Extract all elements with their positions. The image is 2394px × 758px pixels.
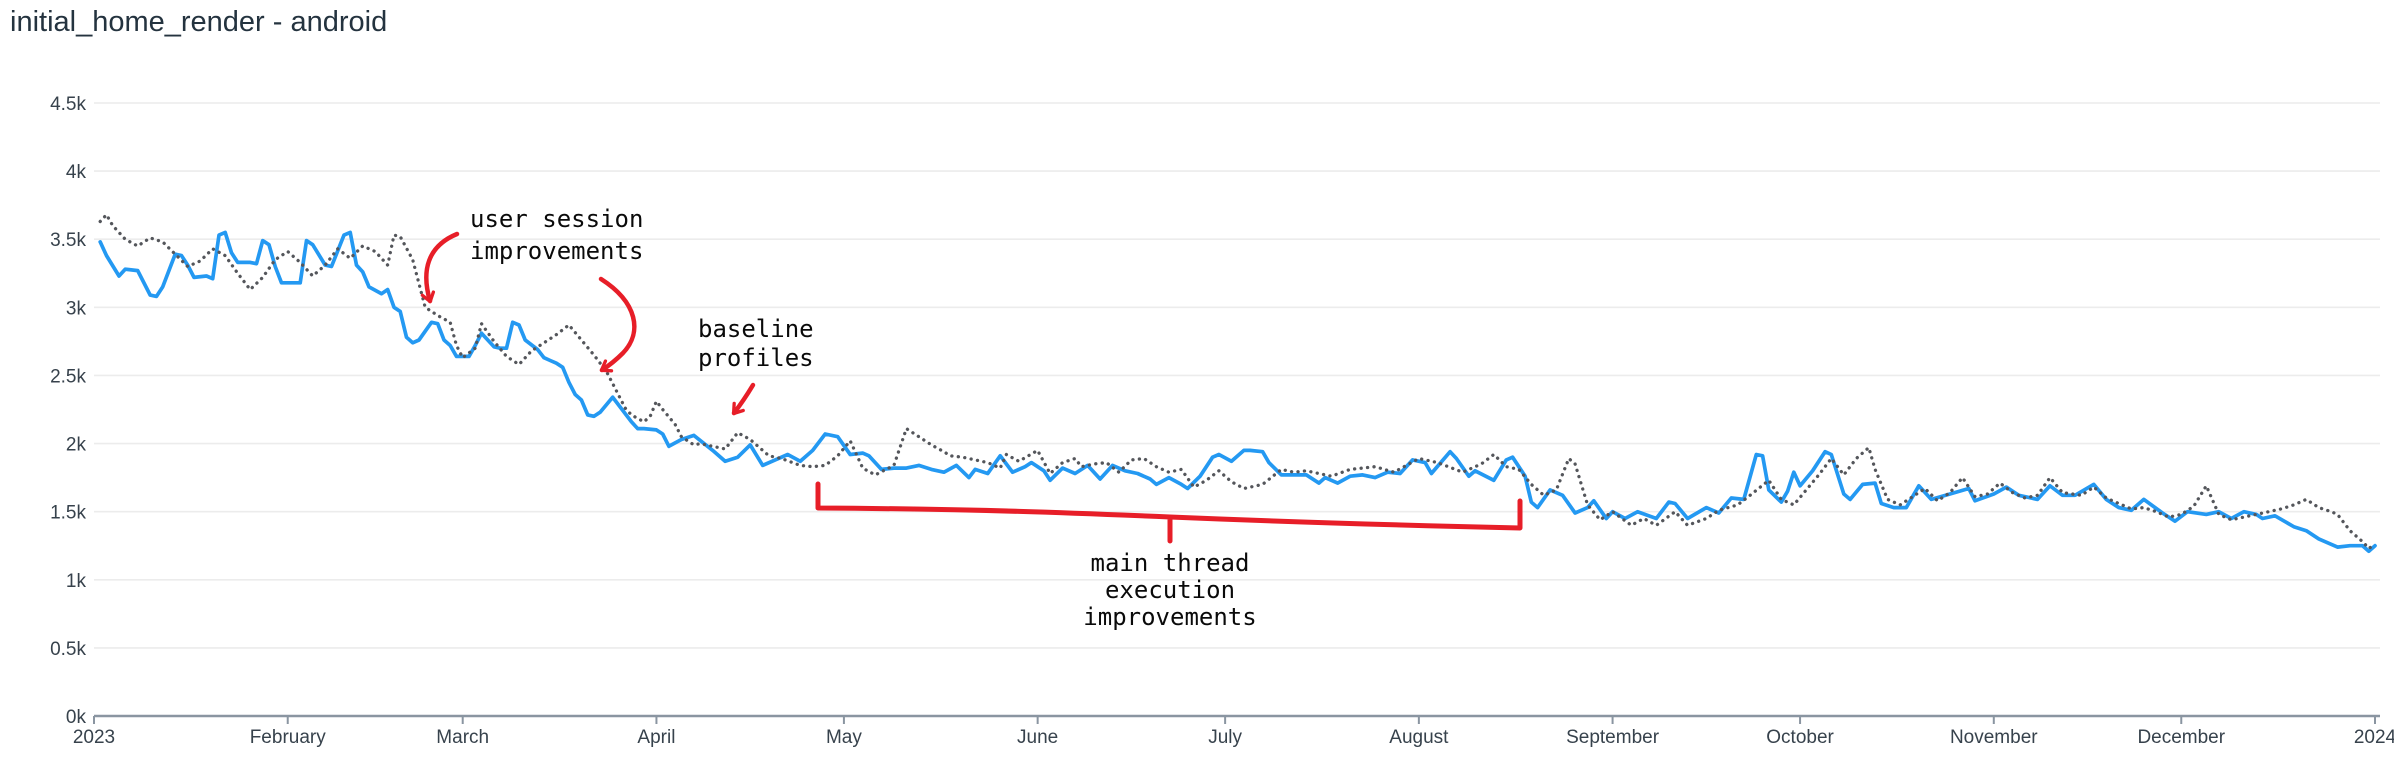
x-tick-label: April bbox=[637, 727, 675, 748]
x-tick-label: 2024 bbox=[2354, 727, 2394, 748]
y-tick-label: 0k bbox=[66, 707, 87, 728]
user-session-improvements-label: user session bbox=[470, 205, 643, 233]
x-tick-label: February bbox=[250, 727, 327, 748]
main-thread-improvements-label: execution bbox=[1105, 576, 1235, 604]
y-tick-label: 3.5k bbox=[50, 230, 86, 251]
user-session-improvements-arrow bbox=[420, 231, 460, 304]
x-tick-label: 2023 bbox=[73, 727, 115, 748]
annotations: user session improvements baselineprofiles… bbox=[420, 205, 1523, 631]
y-tick-label: 1k bbox=[66, 571, 87, 592]
y-tick-label: 0.5k bbox=[50, 639, 86, 660]
y-tick-label: 2k bbox=[66, 435, 87, 456]
axes: 0k 0.5k 1k 1.5k 2k 2.5k 3k 3.5k 4k 4.5k 2023 Februa… bbox=[50, 94, 2394, 748]
y-tick-label: 2.5k bbox=[50, 366, 86, 387]
x-tick-label: November bbox=[1950, 727, 2038, 748]
x-tick-label: June bbox=[1017, 727, 1058, 748]
x-tick-label: September bbox=[1566, 727, 1660, 748]
y-tick-label: 4k bbox=[66, 162, 87, 183]
x-tick-label: August bbox=[1389, 727, 1449, 748]
chart-title: initial_home_render - android bbox=[10, 6, 388, 38]
user-session-improvements-label: improvements bbox=[470, 237, 643, 265]
y-tick-label: 4.5k bbox=[50, 94, 86, 115]
metric-line bbox=[98, 230, 2377, 554]
baseline-profiles-label: profiles bbox=[698, 344, 814, 372]
main-thread-improvements-label: improvements bbox=[1083, 603, 1256, 631]
x-tick-label: July bbox=[1208, 727, 1242, 748]
y-tick-label: 1.5k bbox=[50, 503, 86, 524]
gridlines bbox=[94, 102, 2380, 649]
main-thread-improvements-label: main thread bbox=[1091, 549, 1250, 577]
y-tick-label: 3k bbox=[66, 298, 87, 319]
series bbox=[98, 213, 2377, 554]
x-tick-label: December bbox=[2137, 727, 2225, 748]
x-tick-label: May bbox=[826, 727, 862, 748]
x-tick-label: March bbox=[436, 727, 489, 748]
x-tick-label: October bbox=[1766, 727, 1834, 748]
main-thread-improvements-bracket bbox=[815, 481, 1523, 544]
baseline-profiles-arrow bbox=[731, 382, 756, 416]
baseline-profiles-label: baseline bbox=[698, 315, 814, 343]
user-session-improvements-arrow bbox=[598, 276, 637, 373]
comparison-dotted-line bbox=[98, 213, 2377, 551]
